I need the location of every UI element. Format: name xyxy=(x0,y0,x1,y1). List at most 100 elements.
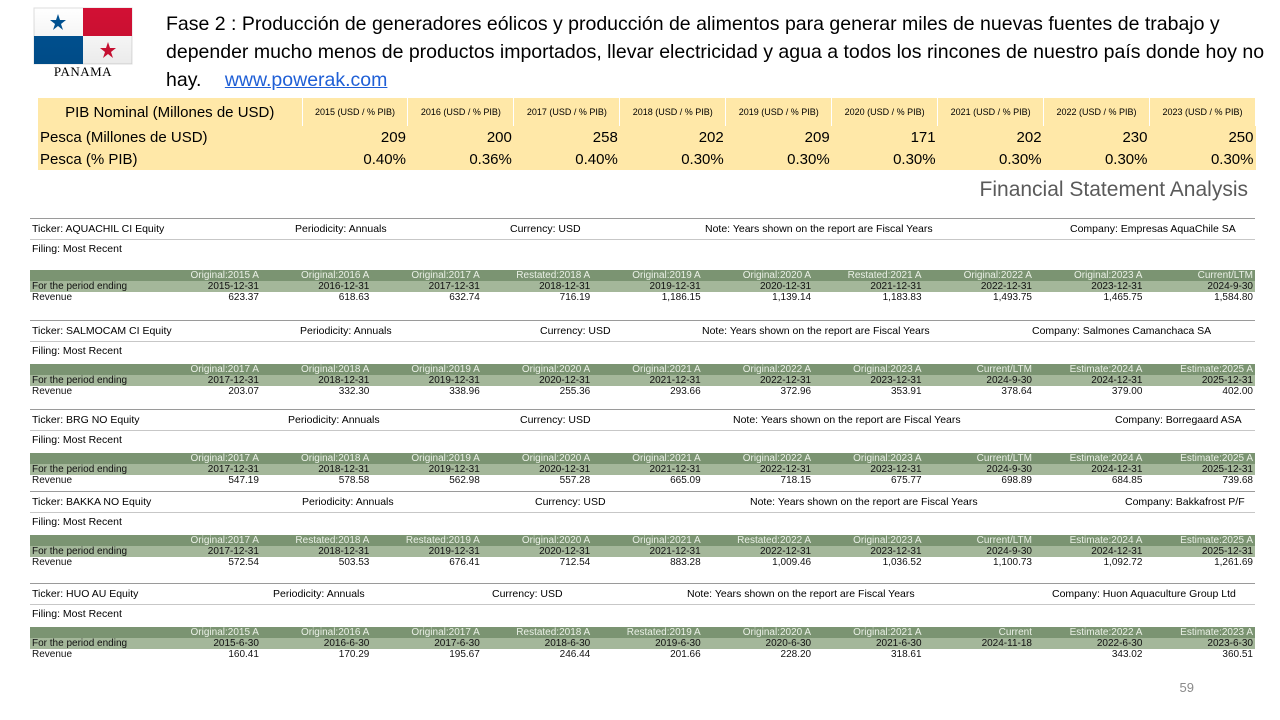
table-cell: 2024-9-30 xyxy=(923,375,1034,386)
table-cell: Original:2023 A xyxy=(813,453,924,464)
table-cell: 2023-12-31 xyxy=(813,464,924,475)
table-cell: Restated:2022 A xyxy=(702,535,814,546)
table-cell: 0.40% xyxy=(363,150,406,168)
filing-label: Filing: Most Recent xyxy=(32,243,122,255)
table-cell: 618.63 xyxy=(260,292,372,303)
report-meta-bar: Ticker: AQUACHIL CI Equity Periodicity: A… xyxy=(30,218,1255,240)
table-cell: Restated:2021 A xyxy=(813,270,924,281)
row-label: Revenue xyxy=(30,475,151,486)
table-cell: 255.36 xyxy=(481,386,593,397)
panama-flag-icon xyxy=(33,7,133,65)
table-cell: 258 xyxy=(592,128,618,146)
revenue-row: Revenue 623.37 618.63 632.74 716.19 1,186.15 1… xyxy=(30,292,1255,303)
table-cell: 2021-12-31 xyxy=(592,546,703,557)
meta-company: Company: Bakkafrost P/F xyxy=(1125,496,1245,508)
meta-periodicity: Periodicity: Annuals xyxy=(273,588,365,600)
table-cell: Estimate:2025 A xyxy=(1144,364,1255,375)
table-cell: Original:2018 A xyxy=(260,453,372,464)
table-cell: 2018-12-31 xyxy=(260,375,372,386)
row-label xyxy=(30,627,151,638)
row-label: For the period ending xyxy=(30,375,151,386)
table-cell: 2025-12-31 xyxy=(1144,375,1255,386)
table-cell: 1,036.52 xyxy=(813,557,924,568)
table-cell: 883.28 xyxy=(592,557,703,568)
table-cell: 2016-12-31 xyxy=(260,281,372,292)
meta-note: Note: Years shown on the report are Fisc… xyxy=(733,414,961,426)
table-cell: 250 xyxy=(1228,128,1254,146)
table-cell: 2022-12-31 xyxy=(702,546,814,557)
table-cell: 2022-12-31 xyxy=(702,464,814,475)
meta-company: Company: Salmones Camanchaca SA xyxy=(1032,325,1212,337)
table-cell: 2015-6-30 xyxy=(150,638,261,649)
report-meta-bar: Ticker: BAKKA NO Equity Periodicity: Annu… xyxy=(30,491,1255,513)
table-cell: Estimate:2024 A xyxy=(1033,364,1145,375)
row-label xyxy=(30,535,151,546)
table-cell: Restated:2019 A xyxy=(371,535,482,546)
table-cell: 2020-12-31 xyxy=(481,464,593,475)
table-cell: Estimate:2025 A xyxy=(1144,453,1255,464)
meta-ticker: Ticker: HUO AU Equity xyxy=(32,588,139,600)
meta-ticker: Ticker: BRG NO Equity xyxy=(32,414,140,426)
table-cell: 2023 (USD / % PIB) xyxy=(1149,98,1256,126)
table-cell: 2016 (USD / % PIB) xyxy=(407,98,515,126)
table-cell: 1,139.14 xyxy=(702,292,814,303)
period-row: For the period ending 2015-6-30 2016-6-30 2… xyxy=(30,638,1255,649)
row-label: For the period ending xyxy=(30,281,151,292)
table-cell: Original:2023 A xyxy=(1033,270,1145,281)
table-cell: 360.51 xyxy=(1144,649,1255,660)
column-header-row: Original:2017 A Original:2018 A Original:2… xyxy=(30,453,1255,464)
table-cell: 1,186.15 xyxy=(592,292,703,303)
financial-block: Ticker: SALMOCAM CI Equity Periodicity: A… xyxy=(30,320,1255,397)
table-cell: 2017 (USD / % PIB) xyxy=(513,98,621,126)
table-cell: 202 xyxy=(698,128,724,146)
table-cell: 623.37 xyxy=(150,292,261,303)
table-cell: 293.66 xyxy=(592,386,703,397)
table-cell: 2018 (USD / % PIB) xyxy=(619,98,727,126)
table-cell: Estimate:2025 A xyxy=(1144,535,1255,546)
table-cell: 632.74 xyxy=(371,292,482,303)
table-cell: Restated:2018 A xyxy=(260,535,372,546)
table-cell: 2020-12-31 xyxy=(481,546,593,557)
table-cell: 2020-12-31 xyxy=(481,375,593,386)
row-label: Pesca (Millones de USD) xyxy=(40,128,208,146)
meta-ticker: Ticker: AQUACHIL CI Equity xyxy=(32,223,165,235)
row-label xyxy=(30,270,151,281)
table-cell: 2024-9-30 xyxy=(923,546,1034,557)
table-cell: 402.00 xyxy=(1144,386,1255,397)
period-row: For the period ending 2017-12-31 2018-12-3… xyxy=(30,375,1255,386)
meta-periodicity: Periodicity: Annuals xyxy=(302,496,394,508)
period-row: For the period ending 2017-12-31 2018-12-3… xyxy=(30,464,1255,475)
table-cell: Estimate:2023 A xyxy=(1144,627,1255,638)
financial-table: Original:2017 A Restated:2018 A Restated:2… xyxy=(30,535,1255,568)
row-label: Revenue xyxy=(30,292,151,303)
table-cell: 712.54 xyxy=(481,557,593,568)
table-cell: 2024-9-30 xyxy=(923,464,1034,475)
table-cell: Estimate:2024 A xyxy=(1033,535,1145,546)
page-number: 59 xyxy=(1179,680,1194,695)
financial-statement-analysis-title: Financial Statement Analysis xyxy=(979,178,1248,201)
table-cell xyxy=(923,649,1034,660)
revenue-row: Revenue 572.54 503.53 676.41 712.54 883.28 1,0… xyxy=(30,557,1255,568)
financial-table: Original:2017 A Original:2018 A Original:2… xyxy=(30,453,1255,486)
pib-data-row: Pesca (% PIB) 0.40% 0.36% 0.40% 0.30% 0.30% 0.… xyxy=(38,148,1256,170)
table-cell: Original:2018 A xyxy=(260,364,372,375)
meta-company: Company: Borregaard ASA xyxy=(1115,414,1242,426)
table-cell: 2021-12-31 xyxy=(592,464,703,475)
filing-label: Filing: Most Recent xyxy=(32,516,122,528)
powerak-link[interactable]: www.powerak.com xyxy=(224,69,388,91)
table-cell: Current xyxy=(923,627,1034,638)
meta-company: Company: Huon Aquaculture Group Ltd xyxy=(1052,588,1236,600)
table-cell: Original:2023 A xyxy=(813,364,924,375)
filing-label: Filing: Most Recent xyxy=(32,434,122,446)
row-label: Revenue xyxy=(30,557,151,568)
table-cell: 228.20 xyxy=(702,649,814,660)
slide-heading: Fase 2 : Producción de generadores eólic… xyxy=(166,10,1266,94)
table-cell: 2021 (USD / % PIB) xyxy=(937,98,1045,126)
table-cell: 2019-12-31 xyxy=(371,546,482,557)
table-cell: 343.02 xyxy=(1033,649,1145,660)
table-cell: 1,261.69 xyxy=(1144,557,1255,568)
period-row: For the period ending 2017-12-31 2018-12-3… xyxy=(30,546,1255,557)
meta-currency: Currency: USD xyxy=(535,496,606,508)
pib-table: PIB Nominal (Millones de USD) 2015 (USD /… xyxy=(38,98,1256,170)
table-cell: 2019 (USD / % PIB) xyxy=(725,98,833,126)
